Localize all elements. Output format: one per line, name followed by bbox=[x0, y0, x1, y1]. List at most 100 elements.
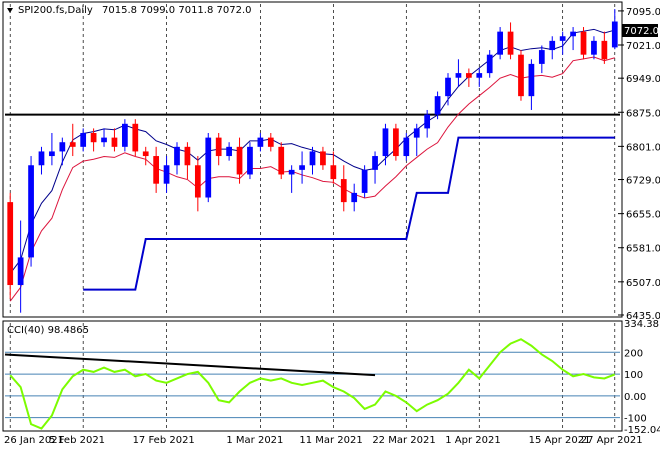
price-tick-label: 6435.0 bbox=[626, 311, 660, 322]
cci-tick-label: 100 bbox=[624, 370, 643, 381]
candle-body bbox=[153, 156, 160, 184]
candle-body bbox=[413, 128, 420, 138]
candle-body bbox=[351, 192, 358, 203]
candle-body bbox=[538, 50, 545, 64]
candle-body bbox=[163, 165, 170, 184]
cci-label: CCI(40) 98.4865 bbox=[7, 325, 89, 336]
candle-body bbox=[111, 137, 118, 147]
main-pane-border bbox=[2, 1, 623, 318]
candle-body bbox=[486, 54, 493, 74]
candle-body bbox=[257, 137, 264, 147]
candle-body bbox=[424, 114, 431, 129]
price-tick-label: 6801.0 bbox=[626, 142, 660, 153]
lower-band-line bbox=[9, 56, 615, 302]
candle-body bbox=[549, 40, 556, 51]
date-label: 11 Mar 2021 bbox=[299, 435, 362, 446]
candle-body bbox=[267, 137, 274, 147]
price-tick-label: 6875.0 bbox=[626, 108, 660, 119]
candle-body bbox=[309, 151, 316, 166]
candle-body bbox=[528, 63, 535, 97]
candle-body bbox=[184, 146, 191, 166]
indicator-pane-border bbox=[2, 320, 623, 432]
candle-body bbox=[90, 133, 97, 143]
current-price-value: 7072.0 bbox=[624, 26, 659, 37]
candle-body bbox=[59, 142, 66, 152]
cci-level-lines bbox=[5, 351, 620, 419]
candle-body bbox=[559, 36, 566, 41]
date-label: 5 Feb 2021 bbox=[49, 435, 105, 446]
date-label: 22 Mar 2021 bbox=[372, 435, 435, 446]
candle-body bbox=[580, 31, 587, 55]
cci-line bbox=[4, 338, 616, 430]
candle-body bbox=[591, 40, 597, 55]
current-price-tag bbox=[622, 24, 658, 37]
candle-body bbox=[434, 96, 441, 115]
date-label: 1 Apr 2021 bbox=[445, 435, 500, 446]
date-label: 26 Jan 2021 bbox=[4, 435, 64, 446]
candle-body bbox=[278, 146, 285, 175]
cci-tick-label: -100 bbox=[624, 414, 647, 425]
price-tick-label: 6729.0 bbox=[626, 176, 660, 187]
candle-body bbox=[49, 151, 55, 157]
date-label: 15 Apr 2021 bbox=[529, 435, 591, 446]
candle-body bbox=[142, 151, 149, 157]
candle-body bbox=[570, 31, 576, 37]
candle-body bbox=[288, 169, 295, 175]
triangle-down-icon[interactable] bbox=[7, 8, 13, 13]
candle-body bbox=[101, 137, 107, 143]
candle-body bbox=[403, 137, 410, 157]
price-tick-label: 7021.0 bbox=[626, 41, 660, 52]
candle-body bbox=[247, 146, 253, 175]
candle-body bbox=[465, 73, 472, 78]
candle-body bbox=[372, 156, 378, 170]
candle-body bbox=[476, 73, 483, 78]
candle-body bbox=[299, 165, 305, 170]
cci-tick-label: -152.042 bbox=[624, 425, 660, 436]
date-label: 1 Mar 2021 bbox=[226, 435, 283, 446]
candle-body bbox=[226, 146, 232, 157]
candle-body bbox=[28, 165, 34, 258]
cci-axis: 334.3816 200 100 0.00 -100-152.042 bbox=[624, 319, 660, 436]
date-label: 27 Apr 2021 bbox=[581, 435, 643, 446]
candle-body bbox=[507, 31, 514, 55]
candle-body bbox=[205, 137, 212, 198]
candle-body bbox=[455, 73, 462, 78]
candle-body bbox=[38, 151, 45, 166]
candle-body bbox=[122, 123, 128, 147]
cci-tick-label: 334.3816 bbox=[624, 319, 660, 330]
price-tick-label: 6581.0 bbox=[626, 244, 660, 255]
cci-tick-label: 0.00 bbox=[624, 392, 646, 403]
candle-body bbox=[7, 202, 14, 286]
cci-tick-label: 200 bbox=[624, 348, 643, 359]
price-axis: 7095.0 7021.0 6949.0 6875.0 6801.0 6729.0 6655… bbox=[618, 7, 660, 322]
price-tick-label: 6507.0 bbox=[626, 278, 660, 289]
candle-body bbox=[236, 146, 243, 175]
candle-body bbox=[69, 142, 76, 147]
candles bbox=[7, 9, 618, 313]
candle-body bbox=[215, 137, 222, 157]
candle-body bbox=[497, 31, 503, 55]
price-tick-label: 6949.0 bbox=[626, 74, 660, 85]
cci-polyline bbox=[9, 338, 616, 430]
cci-trendline bbox=[4, 353, 376, 377]
candle-body bbox=[361, 169, 368, 193]
candle-body bbox=[382, 128, 389, 157]
candle-body bbox=[518, 54, 524, 97]
candle-body bbox=[194, 165, 201, 198]
candle-body bbox=[611, 21, 618, 48]
candle-body bbox=[174, 146, 180, 166]
ohlc-values: 7015.8 7099.0 7011.8 7072.0 bbox=[102, 5, 252, 16]
trailing-stop-line bbox=[83, 136, 615, 291]
candle-body bbox=[340, 179, 347, 203]
candle-body bbox=[445, 77, 451, 97]
candle-body bbox=[330, 165, 337, 180]
candle-body bbox=[17, 257, 24, 286]
candle-body bbox=[601, 40, 608, 60]
date-label: 17 Feb 2021 bbox=[133, 435, 195, 446]
symbol-label: SPI200.fs,Daily bbox=[18, 5, 93, 16]
candle-body bbox=[393, 128, 399, 157]
price-tick-label: 7095.0 bbox=[626, 7, 660, 18]
